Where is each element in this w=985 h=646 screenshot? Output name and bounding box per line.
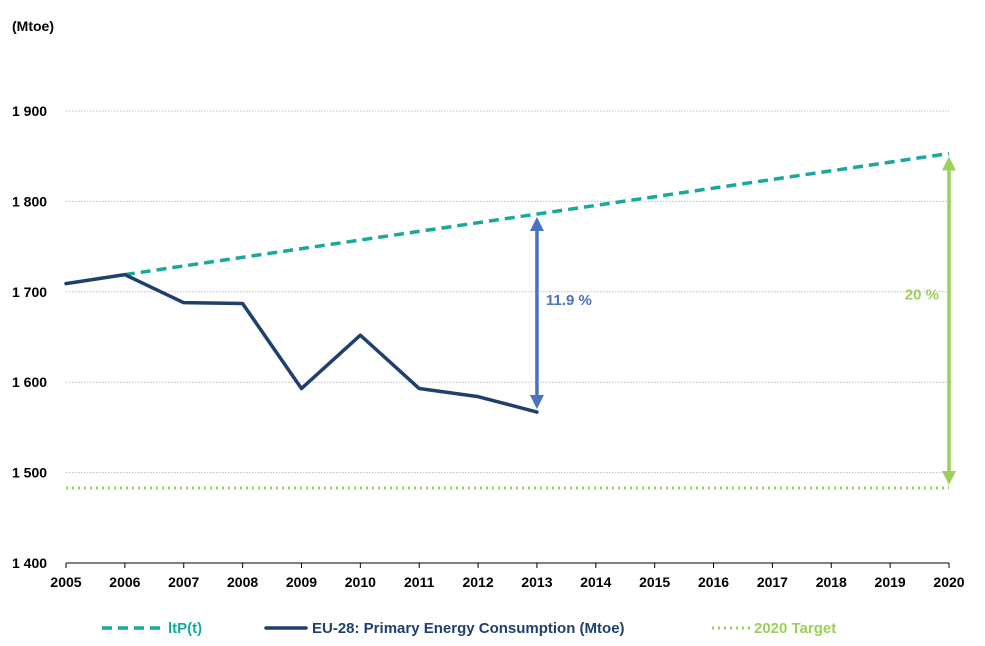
x-tick-label: 2016 (698, 574, 729, 590)
y-tick-label: 1 500 (12, 465, 47, 481)
x-tick-label: 2019 (875, 574, 906, 590)
x-tick-label: 2010 (345, 574, 376, 590)
legend-label-0: ltP(t) (168, 620, 202, 637)
legend-label-1: EU-28: Primary Energy Consumption (Mtoe) (312, 620, 625, 637)
x-tick-label: 2007 (168, 574, 199, 590)
x-tick-label: 2013 (521, 574, 552, 590)
y-tick-label: 1 700 (12, 284, 47, 300)
series-lines (64, 151, 950, 490)
y-tick-label: 1 600 (12, 374, 47, 390)
x-tick-label: 2006 (109, 574, 140, 590)
series-line-0 (124, 151, 950, 277)
series-line-1 (64, 272, 539, 414)
x-axis-ticks: 2005 2006 2007 2008 2009 2010 2011 2012 2013 2014… (50, 563, 965, 590)
legend: ltP(t) EU-28: Primary Energy Consumption … (102, 620, 836, 637)
y-tick-label: 1 900 (12, 103, 47, 119)
annotations: 11.9 % 20 % (529, 156, 956, 485)
annotation-label-1: 20 % (905, 287, 939, 304)
y-axis-unit-label: (Mtoe) (12, 18, 54, 34)
legend-label-2: 2020 Target (754, 620, 836, 637)
x-tick-label: 2005 (50, 574, 81, 590)
y-tick-label: 1 400 (12, 555, 47, 571)
x-tick-label: 2017 (757, 574, 788, 590)
x-tick-label: 2008 (227, 574, 258, 590)
y-tick-label: 1 800 (12, 193, 47, 209)
annotation-label-0: 11.9 % (546, 292, 592, 309)
x-tick-label: 2014 (580, 574, 611, 590)
y-axis-ticks: 1 400 1 500 1 600 1 700 1 800 1 900 (12, 103, 47, 571)
x-tick-label: 2018 (816, 574, 847, 590)
x-tick-label: 2020 (933, 574, 964, 590)
x-tick-label: 2012 (462, 574, 493, 590)
gridlines (66, 110, 949, 474)
x-tick-label: 2011 (404, 574, 435, 590)
x-tick-label: 2009 (286, 574, 317, 590)
x-tick-label: 2015 (639, 574, 670, 590)
